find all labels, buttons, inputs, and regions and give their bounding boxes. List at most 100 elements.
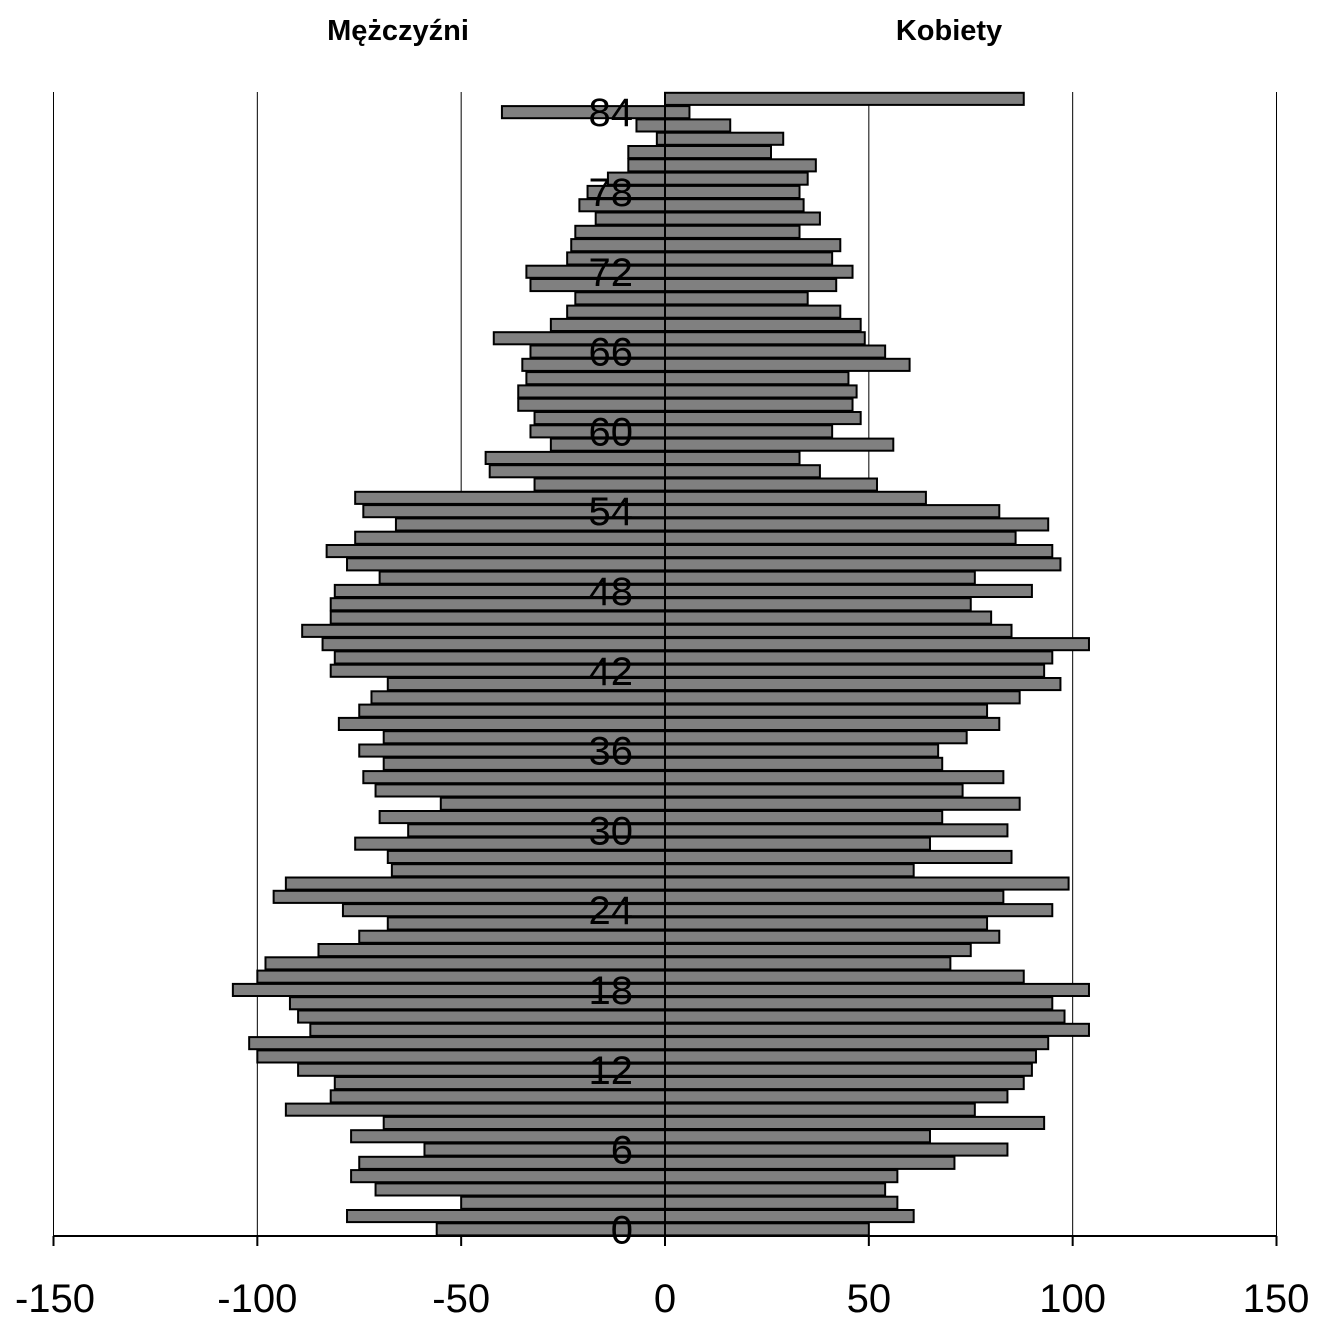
- female-bar-age-8: [664, 1115, 1046, 1131]
- male-bar-age-56: [533, 477, 666, 492]
- female-bar-age-60: [664, 424, 834, 439]
- female-bar-age-76: [664, 211, 821, 226]
- female-bar-age-64: [664, 371, 850, 386]
- x-tick-labels: -150 -100 -50 0 50 100 150: [15, 1277, 1309, 1317]
- male-bar-age-3: [374, 1182, 666, 1197]
- male-bar-age-67: [492, 331, 666, 346]
- female-bar-age-82: [664, 131, 785, 146]
- age-tick-labels: 0 6 12 18 24 30 36 42 48 54 60 66 72 78 84: [589, 91, 634, 1252]
- female-bar-age-79: [664, 171, 809, 186]
- female-bar-age-1: [664, 1209, 915, 1224]
- female-bar-age-5: [664, 1155, 956, 1170]
- female-bar-age-85: [664, 91, 1025, 106]
- x-tick-label-5: 100: [1039, 1277, 1106, 1317]
- male-bar-age-20: [264, 956, 666, 971]
- age-tick-label-66: 66: [589, 331, 634, 375]
- female-bar-age-17: [664, 996, 1054, 1011]
- age-tick-label-24: 24: [589, 889, 634, 933]
- left-series-label: Mężczyźni: [327, 15, 469, 47]
- age-tick-label-18: 18: [589, 969, 634, 1013]
- female-bar-age-53: [664, 517, 1050, 532]
- female-bar-age-6: [664, 1142, 1009, 1157]
- age-tick-label-30: 30: [589, 809, 634, 853]
- male-bar-age-8: [382, 1115, 666, 1131]
- female-bar-age-78: [664, 184, 801, 199]
- age-tick-label-0: 0: [611, 1208, 633, 1252]
- female-bar-age-21: [664, 943, 972, 958]
- male-bar-age-50: [346, 557, 666, 572]
- female-bar-age-22: [664, 929, 1001, 944]
- age-tick-label-84: 84: [589, 91, 634, 135]
- female-bar-age-77: [664, 198, 805, 213]
- female-bar-age-63: [664, 384, 858, 399]
- female-bar-age-13: [664, 1049, 1037, 1064]
- male-bar-age-21: [317, 943, 666, 958]
- male-bar-age-2: [460, 1195, 667, 1210]
- female-bar-age-49: [664, 570, 976, 585]
- female-bar-age-62: [664, 397, 854, 412]
- male-bar-age-45: [301, 623, 666, 638]
- female-bar-age-45: [664, 623, 1013, 638]
- male-bar-age-80: [627, 158, 666, 173]
- female-bar-age-75: [664, 224, 801, 239]
- male-bar-age-38: [337, 716, 666, 732]
- male-bar-age-15: [309, 1022, 666, 1037]
- female-bar-age-40: [664, 690, 1021, 705]
- female-bar-age-69: [664, 304, 842, 319]
- female-bar-age-32: [664, 796, 1021, 811]
- male-bar-age-26: [284, 876, 666, 891]
- female-bar-age-12: [664, 1062, 1033, 1077]
- female-bar-age-36: [664, 743, 940, 758]
- female-bar-age-48: [664, 583, 1033, 599]
- female-bar-age-34: [664, 770, 1005, 785]
- female-bar-age-20: [664, 956, 952, 971]
- female-bar-age-27: [664, 863, 915, 878]
- female-bar-age-42: [664, 663, 1046, 678]
- female-bar-age-71: [664, 278, 838, 293]
- female-bar-age-58: [664, 450, 801, 465]
- female-bar-age-2: [664, 1195, 899, 1210]
- male-bar-age-14: [248, 1036, 666, 1051]
- age-tick-label-72: 72: [589, 251, 634, 295]
- female-bar-age-84: [664, 105, 691, 120]
- age-tick-label-60: 60: [589, 410, 634, 454]
- female-bar-age-15: [664, 1022, 1090, 1037]
- age-tick-label-54: 54: [589, 490, 634, 534]
- female-bar-age-68: [664, 317, 862, 332]
- female-bar-age-43: [664, 650, 1054, 665]
- male-bar-age-57: [488, 464, 666, 479]
- male-bar-age-9: [284, 1102, 666, 1117]
- female-bar-age-33: [664, 783, 964, 798]
- female-bar-age-29: [664, 836, 931, 851]
- female-bar-age-70: [664, 291, 809, 306]
- female-bar-age-52: [664, 530, 1017, 545]
- female-bar-age-74: [664, 238, 842, 253]
- female-bar-age-28: [664, 849, 1013, 865]
- age-tick-label-36: 36: [589, 730, 634, 774]
- x-tick-label-1: -100: [217, 1277, 297, 1317]
- female-bar-age-41: [664, 677, 1062, 692]
- male-bar-age-32: [439, 796, 666, 811]
- male-bar-age-58: [484, 450, 667, 465]
- male-bar-age-62: [517, 397, 666, 412]
- x-tick-label-0: -150: [15, 1277, 95, 1317]
- female-bar-age-31: [664, 810, 944, 825]
- female-bar-age-57: [664, 464, 821, 479]
- male-bar-age-83: [635, 118, 666, 133]
- female-bar-age-67: [664, 331, 866, 346]
- female-bar-age-59: [664, 437, 895, 452]
- female-bar-age-54: [664, 504, 1001, 519]
- female-bar-age-61: [664, 411, 862, 426]
- female-bar-age-39: [664, 703, 989, 718]
- female-bar-age-3: [664, 1182, 887, 1197]
- male-bar-age-69: [566, 304, 666, 319]
- x-tick-label-3: 0: [654, 1277, 676, 1317]
- female-bar-age-10: [664, 1089, 1009, 1104]
- male-bar-age-74: [570, 238, 666, 253]
- female-bar-age-65: [664, 357, 911, 372]
- female-bar-age-4: [664, 1169, 899, 1184]
- male-bar-age-81: [627, 145, 666, 160]
- female-bar-age-35: [664, 756, 944, 771]
- female-bar-age-0: [664, 1222, 870, 1237]
